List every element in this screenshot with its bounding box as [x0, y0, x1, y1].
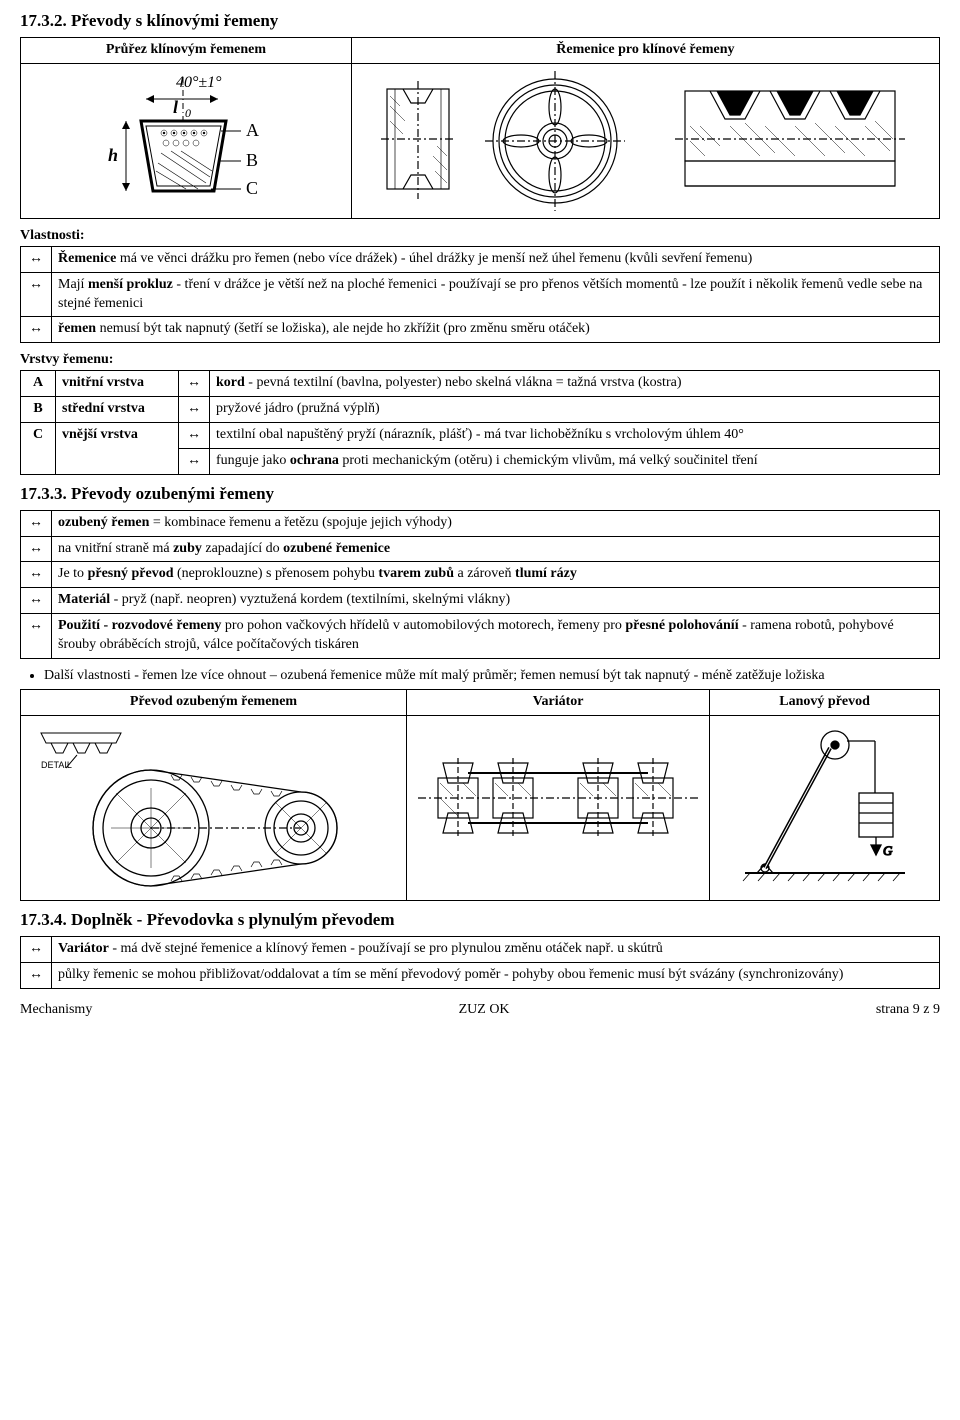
svg-text:B: B: [246, 150, 258, 170]
belt-cross-section-diagram: 40°±1° l 0: [27, 67, 345, 215]
diagram-table-1: Průřez klínovým řemenem Řemenice pro klí…: [20, 37, 940, 219]
section-title-2: 17.3.3. Převody ozubenými řemeny: [20, 483, 940, 506]
svg-text:G: G: [883, 843, 893, 858]
svg-text:h: h: [108, 145, 118, 165]
col-header: Variátor: [406, 689, 709, 715]
list-item: Materiál - pryž (např. neopren) vyztužen…: [52, 588, 940, 614]
variator-table: ↔Variátor - má dvě stejné řemenice a klí…: [20, 936, 940, 989]
layer-desc: pryžové jádro (pružná výplň): [210, 397, 940, 423]
list-item: Je to přesný převod (neproklouzne) s pře…: [52, 562, 940, 588]
list-item: Další vlastnosti - řemen lze více ohnout…: [44, 667, 940, 686]
layer-desc: kord - pevná textilní (bavlna, polyester…: [210, 371, 940, 397]
drive-images-table: Převod ozubeným řemenem Variátor Lanový …: [20, 689, 940, 901]
col-header-pulleys: Řemenice pro klínové řemeny: [351, 37, 939, 63]
prop-row: řemen nemusí být tak napnutý (šetří se l…: [52, 317, 940, 343]
footer-center: ZUZ OK: [459, 1001, 510, 1020]
list-item: Variátor - má dvě stejné řemenice a klín…: [52, 936, 940, 962]
footer-right: strana 9 z 9: [876, 1001, 940, 1020]
properties-table: ↔ Řemenice má ve věnci drážku pro řemen …: [20, 246, 940, 344]
svg-text:l: l: [173, 97, 178, 117]
variator-diagram: [413, 719, 703, 877]
footer-left: Mechanismy: [20, 1001, 92, 1020]
layer-desc: textilní obal napuštěný pryží (nárazník,…: [210, 422, 940, 448]
section-title-1: 17.3.2. Převody s klínovými řemeny: [20, 10, 940, 33]
extra-bullet-list: Další vlastnosti - řemen lze více ohnout…: [44, 667, 940, 686]
layers-table: A vnitřní vrstva ↔ kord - pevná textilní…: [20, 370, 940, 475]
pulley-diagrams: [358, 67, 933, 215]
list-item: na vnitřní straně má zuby zapadající do …: [52, 536, 940, 562]
list-item: Použití - rozvodové řemeny pro pohon vač…: [52, 614, 940, 659]
page-footer: Mechanismy ZUZ OK strana 9 z 9: [20, 1001, 940, 1020]
rope-drive-diagram: G: [716, 719, 933, 887]
timing-belt-diagram: DETAIL: [27, 719, 400, 897]
list-item: půlky řemenic se mohou přibližovat/oddal…: [52, 962, 940, 988]
timing-belt-props: ↔ozubený řemen = kombinace řemenu a řetě…: [20, 510, 940, 659]
prop-row: Řemenice má ve věnci drážku pro řemen (n…: [52, 246, 940, 272]
svg-text:C: C: [246, 178, 258, 198]
section-title-3: 17.3.4. Doplněk - Převodovka s plynulým …: [20, 909, 940, 932]
svg-text:DETAIL: DETAIL: [41, 760, 72, 770]
list-item: ozubený řemen = kombinace řemenu a řetěz…: [52, 510, 940, 536]
layer-key: A: [21, 371, 56, 397]
layer-desc: funguje jako ochrana proti mechanickým (…: [210, 448, 940, 474]
layers-heading: Vrstvy řemenu:: [20, 351, 940, 370]
arrow-cell: ↔: [21, 246, 52, 272]
layer-name: vnitřní vrstva: [56, 371, 179, 397]
col-header: Lanový převod: [710, 689, 940, 715]
col-header: Převod ozubeným řemenem: [21, 689, 407, 715]
col-header-cross-section: Průřez klínovým řemenem: [21, 37, 352, 63]
svg-text:0: 0: [185, 106, 191, 120]
properties-heading: Vlastnosti:: [20, 227, 940, 246]
prop-row: Mají menší prokluz - tření v drážce je v…: [52, 272, 940, 317]
svg-text:A: A: [246, 120, 259, 140]
